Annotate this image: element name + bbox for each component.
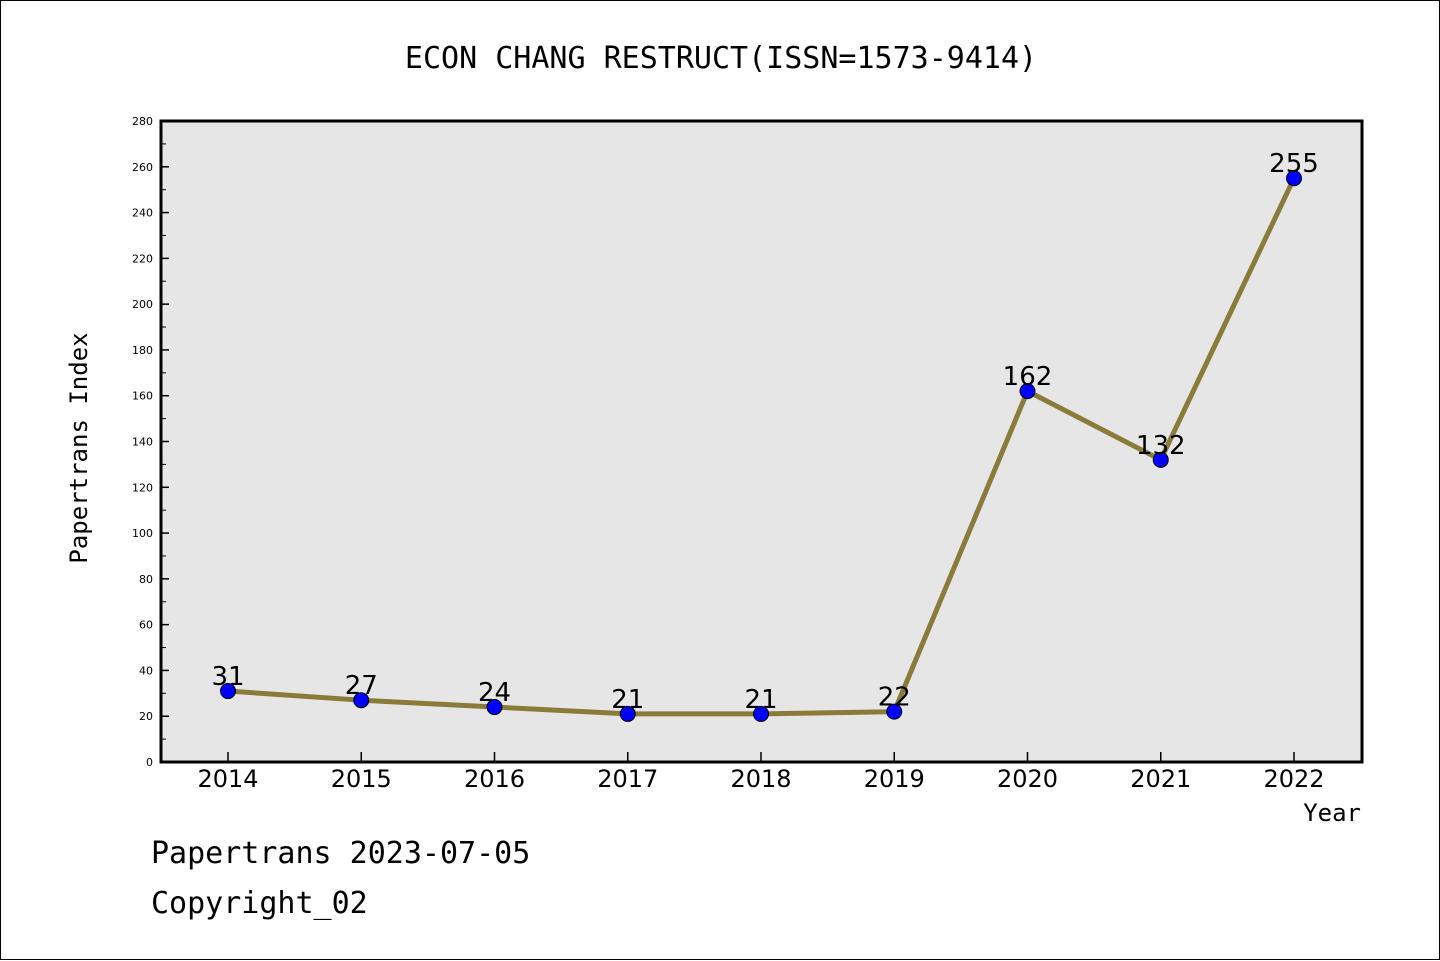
- x-tick-label: 2017: [597, 765, 658, 793]
- x-tick-label: 2015: [331, 765, 392, 793]
- footer-copyright: Copyright_02: [151, 886, 368, 921]
- y-tick-label: 60: [139, 619, 153, 632]
- data-point: [353, 692, 370, 709]
- series-group: 31 27 24 21 21 22 162 132 255: [211, 149, 1319, 722]
- data-label: 21: [744, 685, 777, 715]
- y-tick-label: 20: [139, 710, 153, 723]
- footer-date: Papertrans 2023-07-05: [151, 836, 531, 871]
- x-tick-label: 2018: [730, 765, 791, 793]
- y-axis-label: Papertrans Index: [65, 332, 93, 563]
- y-tick-label: 160: [132, 390, 153, 403]
- data-point: [1019, 383, 1036, 400]
- y-tick-label: 220: [132, 252, 153, 265]
- x-tick-label: 2020: [997, 765, 1058, 793]
- x-tick-label: 2019: [864, 765, 925, 793]
- y-tick-label: 40: [139, 664, 153, 677]
- plot-area: [159, 119, 1364, 764]
- y-tick-label: 180: [132, 344, 153, 357]
- y-tick-label: 0: [146, 756, 153, 769]
- y-tick-label: 240: [132, 207, 153, 220]
- data-label: 31: [211, 662, 244, 692]
- chart-title: ECON CHANG RESTRUCT(ISSN=1573-9414): [405, 41, 1037, 76]
- data-label: 255: [1269, 149, 1319, 179]
- y-tick-label: 120: [132, 481, 153, 494]
- data-point: [753, 705, 769, 722]
- data-label: 132: [1136, 431, 1186, 461]
- y-tick-label: 80: [139, 573, 153, 586]
- y-tick-label: 280: [132, 115, 153, 128]
- data-point: [886, 703, 903, 720]
- x-tick-label: 2016: [464, 765, 525, 793]
- y-tick-label: 100: [132, 527, 153, 540]
- y-tick-label: 200: [132, 298, 153, 311]
- x-tick-label: 2022: [1263, 765, 1324, 793]
- data-label: 27: [345, 671, 378, 701]
- data-point: [486, 699, 503, 716]
- x-tick-label: 2014: [197, 765, 258, 793]
- data-label: 22: [878, 683, 911, 713]
- data-point: [619, 705, 636, 722]
- data-point: [220, 683, 236, 700]
- data-point: [1152, 451, 1169, 468]
- y-tick-label: 260: [132, 161, 153, 174]
- y-tick-label: 140: [132, 436, 153, 449]
- data-label: 162: [1003, 362, 1053, 392]
- data-label: 21: [611, 685, 644, 715]
- data-point: [1286, 170, 1302, 187]
- data-label: 24: [478, 678, 511, 708]
- y-axis: 0 20 40 60 80 100 120 140 160 180 200 220 240 260 280: [132, 115, 169, 769]
- x-axis: 2014 2015 2016 2017 2018 2019 2020 2021 2022: [197, 752, 1325, 793]
- x-tick-label: 2021: [1130, 765, 1191, 793]
- x-axis-label: Year: [1303, 799, 1361, 827]
